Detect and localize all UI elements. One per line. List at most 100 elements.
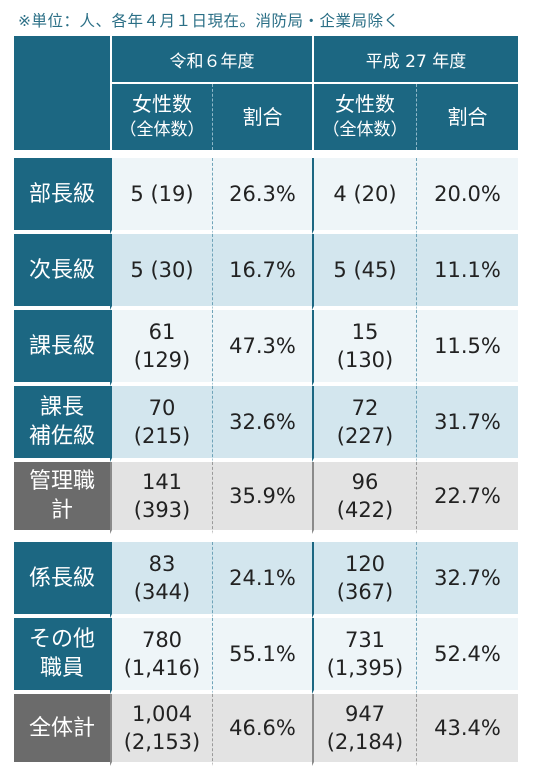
row-label: 全体計 (14, 694, 110, 766)
past-ratio: 22.7% (416, 462, 519, 534)
header-women-label: 女性数 (132, 92, 192, 116)
header-women-label: 女性数 (335, 92, 395, 116)
current-ratio: 47.3% (212, 310, 312, 386)
row-label-line: 部長級 (28, 181, 95, 207)
past-women-count: 15 (130) (312, 310, 416, 386)
current-ratio: 46.6% (212, 694, 312, 766)
count-line: (2,184) (326, 730, 404, 754)
count-line: (2,153) (123, 730, 201, 754)
count-line: 120 (344, 552, 386, 576)
current-ratio: 26.3% (212, 158, 312, 234)
row-label-line: 次長級 (28, 257, 95, 283)
table-row: 係長級 83 (344) 24.1% 120 (367) 32.7% (14, 542, 519, 618)
row-label: 課長級 (14, 310, 110, 386)
table-row: 課長級 61 (129) 47.3% 15 (130) 11.5% (14, 310, 519, 386)
current-ratio: 24.1% (212, 542, 312, 618)
table-row: 課長補佐級 70 (215) 32.6% 72 (227) 31.7% (14, 386, 519, 462)
current-women-count: 70 (215) (110, 386, 212, 462)
count-line: (227) (336, 424, 394, 448)
count-line: (393) (133, 498, 191, 522)
past-women-count: 72 (227) (312, 386, 416, 462)
header-women-sub: （全体数） (322, 120, 408, 140)
count-line: (215) (133, 424, 191, 448)
row-label: 係長級 (14, 542, 110, 618)
past-ratio: 20.0% (416, 158, 519, 234)
header-women-sub: （全体数） (119, 120, 205, 140)
row-label: 管理職計 (14, 462, 110, 534)
row-label-line: 計 (50, 498, 73, 523)
count-line: 70 (148, 396, 176, 420)
current-ratio: 32.6% (212, 386, 312, 462)
past-women-count: 120 (367) (312, 542, 416, 618)
header-ratio-current: 割合 (212, 84, 312, 150)
count-line: 141 (141, 470, 183, 494)
count-line: 780 (141, 628, 183, 652)
count-line: 731 (344, 628, 386, 652)
count-line: 72 (351, 396, 379, 420)
past-ratio: 52.4% (416, 618, 519, 694)
current-women-count: 5 (30) (110, 234, 212, 310)
row-label: 部長級 (14, 158, 110, 234)
row-label: その他 職員 (14, 618, 110, 694)
count-line: 5 (30) (130, 258, 194, 282)
past-women-count: 5 (45) (312, 234, 416, 310)
count-line: 61 (148, 320, 176, 344)
current-women-count: 5 (19) (110, 158, 212, 234)
current-women-count: 1,004 (2,153) (110, 694, 212, 766)
header-women-count-current: 女性数 （全体数） (110, 84, 212, 150)
past-women-count: 4 (20) (312, 158, 416, 234)
count-line: 96 (351, 470, 379, 494)
header-ratio-past: 割合 (416, 84, 519, 150)
count-line: 4 (20) (333, 182, 397, 206)
past-ratio: 31.7% (416, 386, 519, 462)
count-line: (367) (336, 580, 394, 604)
count-line: 5 (19) (130, 182, 194, 206)
current-women-count: 83 (344) (110, 542, 212, 618)
current-women-count: 61 (129) (110, 310, 212, 386)
count-line: (344) (133, 580, 191, 604)
count-line: 1,004 (131, 702, 193, 726)
row-label-line: 課長級 (28, 333, 95, 359)
table-row: 部長級 5 (19) 26.3% 4 (20) 20.0% (14, 158, 519, 234)
count-line: (130) (336, 348, 394, 372)
past-women-count: 731 (1,395) (312, 618, 416, 694)
table-row: 次長級 5 (30) 16.7% 5 (45) 11.1% (14, 234, 519, 310)
row-label-line: その他 (28, 627, 95, 652)
count-line: 83 (148, 552, 176, 576)
table-row: 管理職計 141 (393) 35.9% 96 (422) 22.7% (14, 462, 519, 534)
count-line: 15 (351, 320, 379, 344)
count-line: (129) (133, 348, 191, 372)
count-line: (1,395) (326, 656, 404, 680)
count-line: 947 (344, 702, 386, 726)
unit-note: ※単位：人、各年４月１日現在。消防局・企業局除く (18, 12, 400, 30)
current-ratio: 55.1% (212, 618, 312, 694)
row-label-line: 管理職 (28, 469, 95, 494)
table-corner (14, 36, 110, 150)
past-women-count: 96 (422) (312, 462, 416, 534)
header-women-count-past: 女性数 （全体数） (312, 84, 416, 150)
current-ratio: 16.7% (212, 234, 312, 310)
count-line: (422) (336, 498, 394, 522)
row-label-line: 全体計 (28, 715, 95, 741)
row-label-line: 補佐級 (28, 424, 95, 449)
table-row: その他職員 780 (1,416) 55.1% 731 (1,395) 52.4% (14, 618, 519, 694)
row-label: 課長 補佐級 (14, 386, 110, 462)
current-ratio: 35.9% (212, 462, 312, 534)
header-group-current: 令和６年度 (110, 36, 312, 84)
header-group-past: 平成 27 年度 (312, 36, 519, 84)
row-label-line: 職員 (39, 656, 84, 681)
current-women-count: 141 (393) (110, 462, 212, 534)
past-ratio: 43.4% (416, 694, 519, 766)
count-line: 5 (45) (333, 258, 397, 282)
past-women-count: 947 (2,184) (312, 694, 416, 766)
past-ratio: 11.5% (416, 310, 519, 386)
row-label: 次長級 (14, 234, 110, 310)
row-label-line: 係長級 (28, 565, 95, 591)
women-staff-table: 令和６年度 平成 27 年度 女性数 （全体数） 割合 女性数 （全体数） 割合… (14, 36, 519, 766)
row-label-line: 課長 (39, 395, 84, 420)
past-ratio: 32.7% (416, 542, 519, 618)
table-row: 全体計 1,004 (2,153) 46.6% 947 (2,184) 43.4% (14, 694, 519, 766)
current-women-count: 780 (1,416) (110, 618, 212, 694)
past-ratio: 11.1% (416, 234, 519, 310)
count-line: (1,416) (123, 656, 201, 680)
